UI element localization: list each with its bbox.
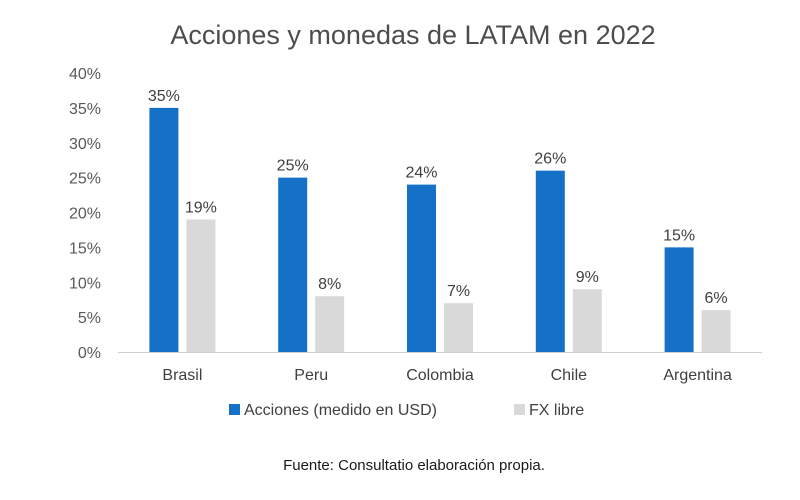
- bar-acciones-peru: [278, 177, 308, 352]
- bar-fx-libre-peru: [315, 296, 345, 352]
- data-label-fx-libre-chile: 9%: [576, 269, 599, 286]
- bar-fx-libre-brasil: [186, 219, 216, 352]
- data-label-fx-libre-argentina: 6%: [705, 290, 728, 307]
- data-label-fx-libre-colombia: 7%: [447, 283, 470, 300]
- data-label-acciones-brasil: 35%: [148, 88, 180, 105]
- legend-label-acciones: Acciones (medido en USD): [244, 402, 437, 419]
- y-tick-label: 25%: [69, 171, 101, 188]
- legend-label-fx-libre: FX libre: [529, 402, 584, 419]
- chart-title: Acciones y monedas de LATAM en 2022: [170, 20, 655, 50]
- y-tick-label: 40%: [69, 66, 101, 83]
- x-tick-label: Argentina: [663, 367, 732, 384]
- y-tick-label: 10%: [69, 275, 101, 292]
- y-tick-label: 20%: [69, 206, 101, 223]
- legend: Acciones (medido en USD) FX libre: [229, 402, 584, 419]
- y-tick-label: 15%: [69, 240, 101, 257]
- bar-acciones-brasil: [149, 107, 179, 352]
- y-tick-label: 35%: [69, 101, 101, 118]
- bars: 35% 19% 25% 8% 24% 7% 26% 9% 15% 6%: [148, 88, 731, 352]
- bar-acciones-argentina: [664, 247, 694, 352]
- x-tick-label: Peru: [294, 367, 328, 384]
- data-label-acciones-argentina: 15%: [663, 227, 695, 244]
- data-label-acciones-peru: 25%: [277, 158, 309, 175]
- x-tick-label: Chile: [551, 367, 588, 384]
- data-label-acciones-colombia: 24%: [405, 165, 437, 182]
- bar-fx-libre-chile: [572, 289, 602, 352]
- data-label-acciones-chile: 26%: [534, 151, 566, 168]
- bar-acciones-chile: [535, 170, 565, 352]
- y-tick-label: 30%: [69, 136, 101, 153]
- x-tick-label: Colombia: [406, 367, 474, 384]
- y-tick-label: 0%: [78, 345, 101, 362]
- bar-fx-libre-argentina: [701, 310, 731, 352]
- data-label-fx-libre-brasil: 19%: [185, 199, 217, 216]
- legend-swatch-acciones: [229, 404, 240, 415]
- bar-acciones-colombia: [407, 184, 436, 352]
- bar-fx-libre-colombia: [444, 303, 473, 352]
- x-axis: Brasil Peru Colombia Chile Argentina: [162, 367, 732, 384]
- x-tick-label: Brasil: [162, 367, 202, 384]
- y-tick-label: 5%: [78, 310, 101, 327]
- data-label-fx-libre-peru: 8%: [318, 276, 341, 293]
- y-axis: 0% 5% 10% 15% 20% 25% 30% 35% 40%: [69, 66, 101, 362]
- legend-swatch-fx-libre: [514, 404, 525, 415]
- source-note: Fuente: Consultatio elaboración propia.: [283, 457, 545, 474]
